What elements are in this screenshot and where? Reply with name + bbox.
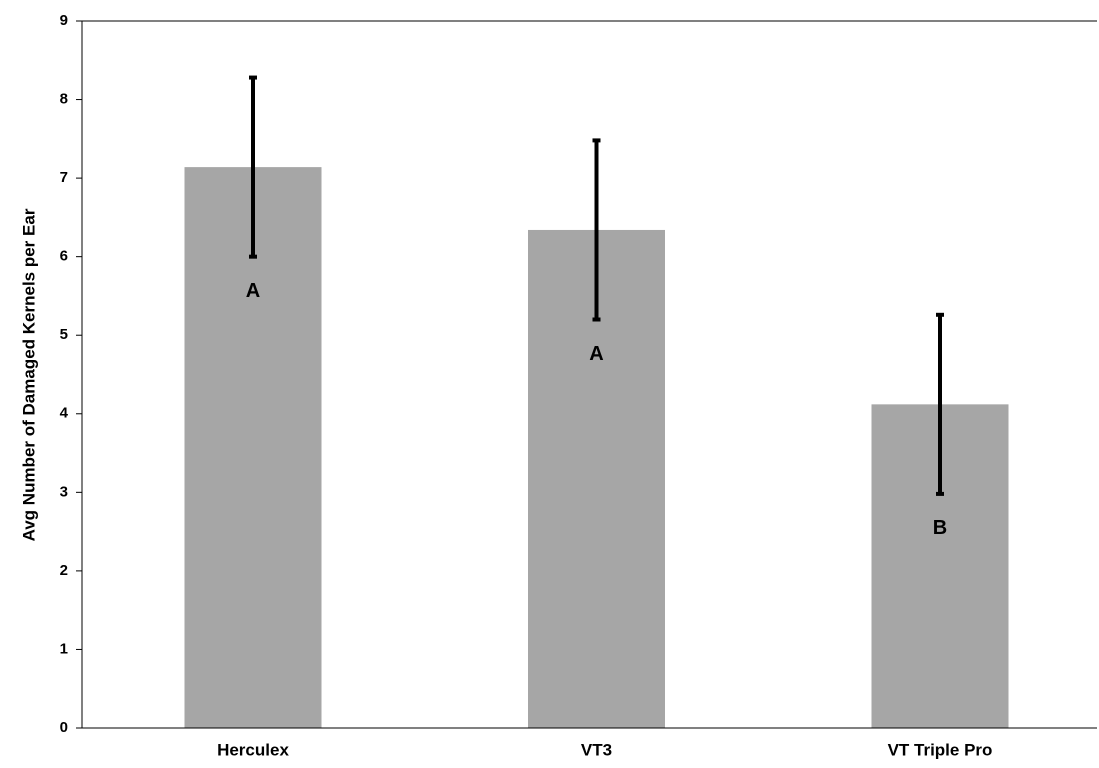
y-tick-label: 7: [60, 169, 68, 186]
significance-letter: A: [246, 280, 260, 302]
y-tick-label: 0: [60, 719, 68, 736]
x-tick-label: Herculex: [217, 740, 289, 759]
y-tick-label: 6: [60, 248, 68, 265]
x-tick-label: VT Triple Pro: [888, 740, 993, 759]
y-axis-title: Avg Number of Damaged Kernels per Ear: [19, 208, 38, 541]
y-tick-label: 2: [60, 562, 68, 579]
x-tick-label: VT3: [581, 740, 612, 759]
y-tick-label: 3: [60, 483, 68, 500]
significance-letter: A: [589, 343, 603, 365]
bar: [184, 167, 322, 728]
y-tick-label: 1: [60, 640, 68, 657]
significance-letter: B: [933, 517, 947, 539]
y-tick-label: 9: [60, 12, 68, 29]
y-tick-label: 4: [60, 405, 69, 422]
y-tick-label: 5: [60, 326, 68, 343]
y-tick-label: 8: [60, 91, 68, 108]
